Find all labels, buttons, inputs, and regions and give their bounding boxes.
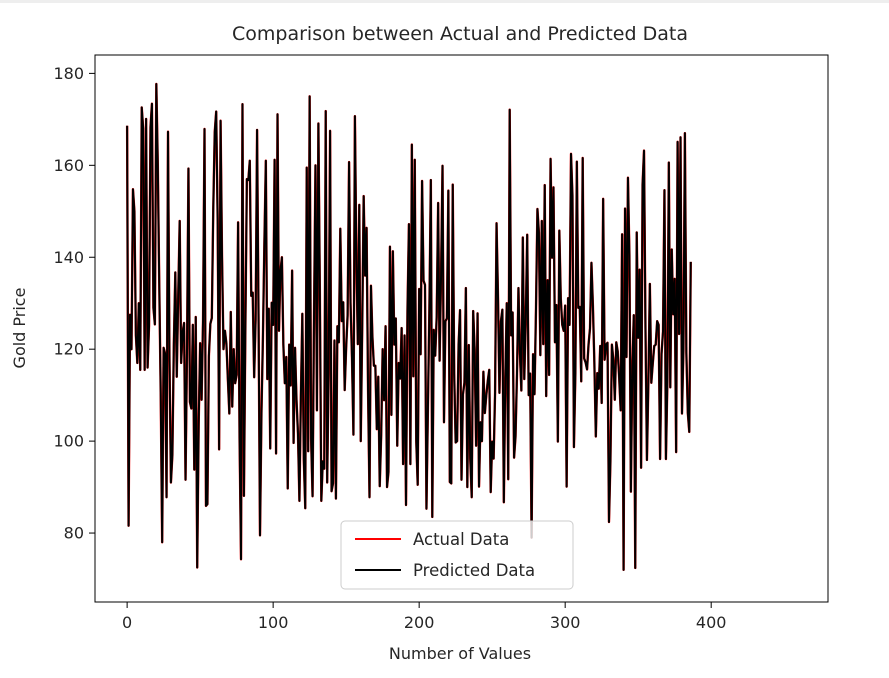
series-line-predicted (126, 82, 692, 571)
y-axis: 80 100 120 140 160 180 (53, 64, 95, 543)
x-tick-label: 200 (404, 613, 435, 632)
chart-title: Comparison between Actual and Predicted … (232, 23, 688, 45)
x-axis: 0 100 200 300 400 (122, 602, 726, 632)
x-axis-label: Number of Values (389, 644, 531, 663)
y-tick-label: 80 (64, 524, 84, 543)
y-tick-label: 120 (53, 340, 84, 359)
y-tick-label: 160 (53, 156, 84, 175)
top-divider (0, 0, 889, 3)
x-tick-label: 300 (550, 613, 581, 632)
legend-label-actual: Actual Data (413, 530, 509, 549)
legend-label-predicted: Predicted Data (413, 561, 535, 580)
y-tick-label: 180 (53, 64, 84, 83)
y-tick-label: 140 (53, 248, 84, 267)
y-tick-label: 100 (53, 432, 84, 451)
legend: Actual Data Predicted Data (340, 520, 574, 590)
x-tick-label: 400 (696, 613, 727, 632)
x-tick-label: 100 (258, 613, 289, 632)
x-tick-label: 0 (122, 613, 132, 632)
y-axis-label: Gold Price (10, 288, 29, 369)
series-layer (125, 82, 692, 572)
plot-area-frame (94, 54, 829, 603)
